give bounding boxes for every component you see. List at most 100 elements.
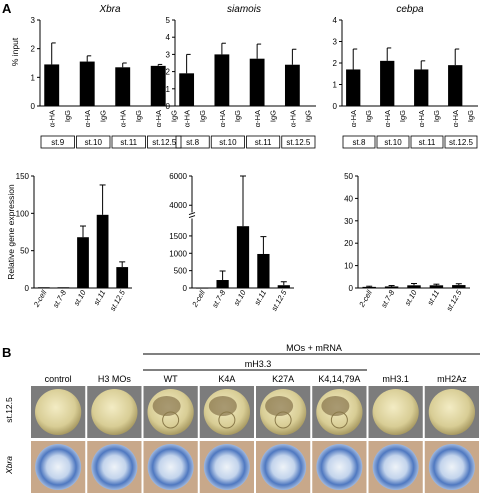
antibody-label: IgG — [198, 110, 207, 122]
antibody-label: IgG — [364, 110, 373, 122]
antibody-label: IgG — [268, 110, 277, 122]
bar-alpha-ha — [448, 65, 463, 106]
bar-igg — [96, 105, 109, 106]
x-tick-label: st.10 — [232, 288, 248, 307]
xbra-embryo — [372, 444, 419, 490]
y-tick-label: 1 — [333, 81, 338, 90]
xbra-embryo — [203, 444, 250, 490]
xbra-embryo — [91, 444, 138, 490]
antibody-label: α-HA — [218, 110, 227, 127]
bar — [277, 285, 290, 288]
antibody-label: α-HA — [119, 110, 128, 127]
x-tick-label: st.7-8 — [379, 288, 397, 309]
antibody-label: IgG — [398, 110, 407, 122]
y-tick-label: 10 — [344, 262, 353, 271]
bar — [429, 285, 444, 288]
y-tick-label: 0 — [349, 284, 354, 293]
stage-box — [111, 135, 146, 149]
bar-igg — [464, 105, 476, 106]
bar — [116, 267, 129, 288]
chart-title: cebpa — [396, 4, 424, 15]
row-label-stage: st.12.5 — [4, 397, 14, 423]
y-tick-label: 1000 — [169, 249, 187, 258]
y-tick-label: 500 — [174, 267, 188, 276]
column-label: H3 MOs — [98, 374, 132, 384]
bar-alpha-ha — [284, 64, 300, 106]
embryo — [91, 389, 138, 435]
stage-label: st.10 — [384, 138, 402, 147]
y-tick-label: 4 — [166, 33, 171, 42]
pigment-patch — [152, 396, 181, 416]
bar-alpha-ha — [44, 64, 60, 106]
pigment-patch — [321, 396, 350, 416]
panel-b-embryo-images: MOs + mRNA mH3.3 st.12.5 Xbra control H3 … — [4, 343, 480, 493]
antibody-label: α-HA — [383, 110, 392, 127]
stage-label: st.10 — [219, 138, 237, 147]
stage-box — [281, 135, 316, 149]
stage-box — [342, 135, 376, 149]
xbra-embryo — [260, 444, 307, 490]
y-tick-label: 0 — [183, 284, 188, 293]
expression-chart-xbra: Relative gene expression 0 50 100 150 2-cell… — [6, 172, 132, 312]
bar-igg — [362, 105, 374, 106]
stage-box — [175, 135, 210, 149]
y-tick-label: 50 — [344, 172, 353, 181]
axis-break-mark — [188, 212, 196, 216]
antibody-label: IgG — [170, 110, 179, 122]
y-tick-label: 40 — [344, 194, 353, 203]
y-tick-label: 20 — [344, 239, 353, 248]
bar-alpha-ha — [115, 67, 131, 106]
chip-chart-cebpa: cebpa 0 1 2 3 4 α-HA IgG st.8 α-HA IgG st.10 α-HA Ig… — [333, 4, 478, 149]
y-tick-label: 6000 — [169, 172, 187, 181]
stage-box — [147, 135, 182, 149]
bar-igg — [301, 105, 314, 106]
bar-alpha-ha — [380, 60, 395, 106]
blastopore — [330, 411, 348, 429]
y-tick-label: 0 — [25, 284, 30, 293]
stage-label: st.11 — [120, 138, 137, 147]
column-label: K4A — [218, 374, 235, 384]
x-tick-label: st.12.5 — [108, 288, 127, 313]
antibody-label: α-HA — [253, 110, 262, 127]
xbra-embryo — [35, 444, 82, 490]
y-tick-label: 3 — [166, 50, 171, 59]
antibody-label: α-HA — [417, 110, 426, 127]
antibody-label: IgG — [63, 110, 72, 122]
y-tick-label: 1 — [31, 73, 36, 82]
bar — [362, 286, 376, 288]
x-tick-label: st.12.5 — [269, 288, 288, 313]
antibody-label: α-HA — [48, 110, 57, 127]
stage-label: st.11 — [255, 138, 272, 147]
x-tick-label: st.10 — [72, 288, 88, 307]
antibody-label: IgG — [432, 110, 441, 122]
antibody-label: α-HA — [349, 110, 358, 127]
column-label: control — [45, 374, 72, 384]
bar-alpha-ha — [79, 61, 95, 106]
antibody-label: α-HA — [183, 110, 192, 127]
embryo — [35, 389, 82, 435]
antibody-label: α-HA — [451, 110, 460, 127]
stage-box — [76, 135, 111, 149]
bar — [236, 226, 250, 288]
chart-title: siamois — [227, 4, 261, 15]
bar — [57, 287, 70, 288]
bar-alpha-ha — [346, 69, 361, 106]
y-tick-label: 1500 — [169, 232, 187, 241]
pigment-patch — [208, 396, 237, 416]
x-tick-label: st.11 — [425, 289, 441, 307]
x-tick-label: st.12.5 — [444, 288, 463, 313]
bar — [407, 285, 421, 288]
bar — [216, 280, 229, 288]
row-label-xbra: Xbra — [4, 456, 14, 475]
stage-box — [410, 135, 444, 149]
y-tick-label: 100 — [16, 209, 30, 218]
y-tick-label: 30 — [344, 217, 353, 226]
y-tick-label: 2 — [31, 45, 36, 54]
pigment-patch — [265, 396, 294, 416]
x-tick-label: st.10 — [403, 288, 419, 307]
column-label: mH3.1 — [382, 374, 409, 384]
stage-label: st.12.5 — [286, 138, 311, 147]
bar — [77, 237, 89, 288]
blastopore — [274, 411, 292, 429]
